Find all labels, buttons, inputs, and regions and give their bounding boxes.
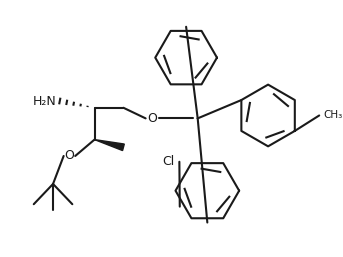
Polygon shape xyxy=(95,140,124,151)
Text: H₂N: H₂N xyxy=(33,95,57,107)
Text: O: O xyxy=(147,112,157,125)
Text: Cl: Cl xyxy=(162,155,175,168)
Text: O: O xyxy=(64,150,74,162)
Text: CH₃: CH₃ xyxy=(323,111,342,121)
